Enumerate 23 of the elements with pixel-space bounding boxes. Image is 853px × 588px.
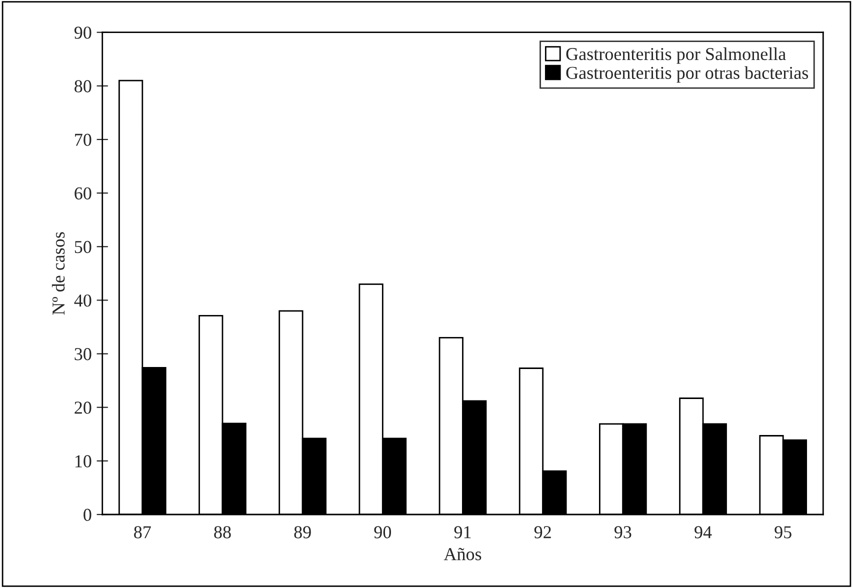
y-axis-title: Nº de casos	[52, 232, 65, 315]
x-tick-label: 88	[214, 526, 231, 538]
y-tick-label: 0	[84, 508, 92, 521]
x-tick-label: 95	[774, 526, 792, 538]
x-tick-label: 89	[294, 526, 311, 538]
y-tick-label: 90	[74, 26, 92, 39]
y-tick-label: 30	[74, 348, 92, 360]
y-tick-label: 10	[75, 455, 92, 468]
y-tick-label: 80	[74, 80, 92, 92]
x-axis-title: Años	[444, 548, 482, 560]
legend-label: Gastroenteritis por Salmonella	[566, 47, 786, 64]
y-tick-label: 40	[74, 294, 92, 307]
x-tick-label: 94	[694, 526, 712, 538]
x-tick-label: 90	[374, 526, 392, 538]
x-tick-label: 91	[454, 526, 471, 538]
y-tick-label: 50	[74, 240, 92, 254]
x-tick-label: 92	[534, 526, 551, 538]
y-tick-label: 60	[74, 187, 92, 200]
x-tick-label: 87	[134, 526, 151, 538]
x-tick-label: 93	[614, 526, 632, 538]
y-tick-label: 20	[74, 402, 92, 414]
y-tick-label: 70	[75, 134, 92, 146]
legend-label: Gastroenteritis por otras bacterias	[566, 66, 808, 83]
